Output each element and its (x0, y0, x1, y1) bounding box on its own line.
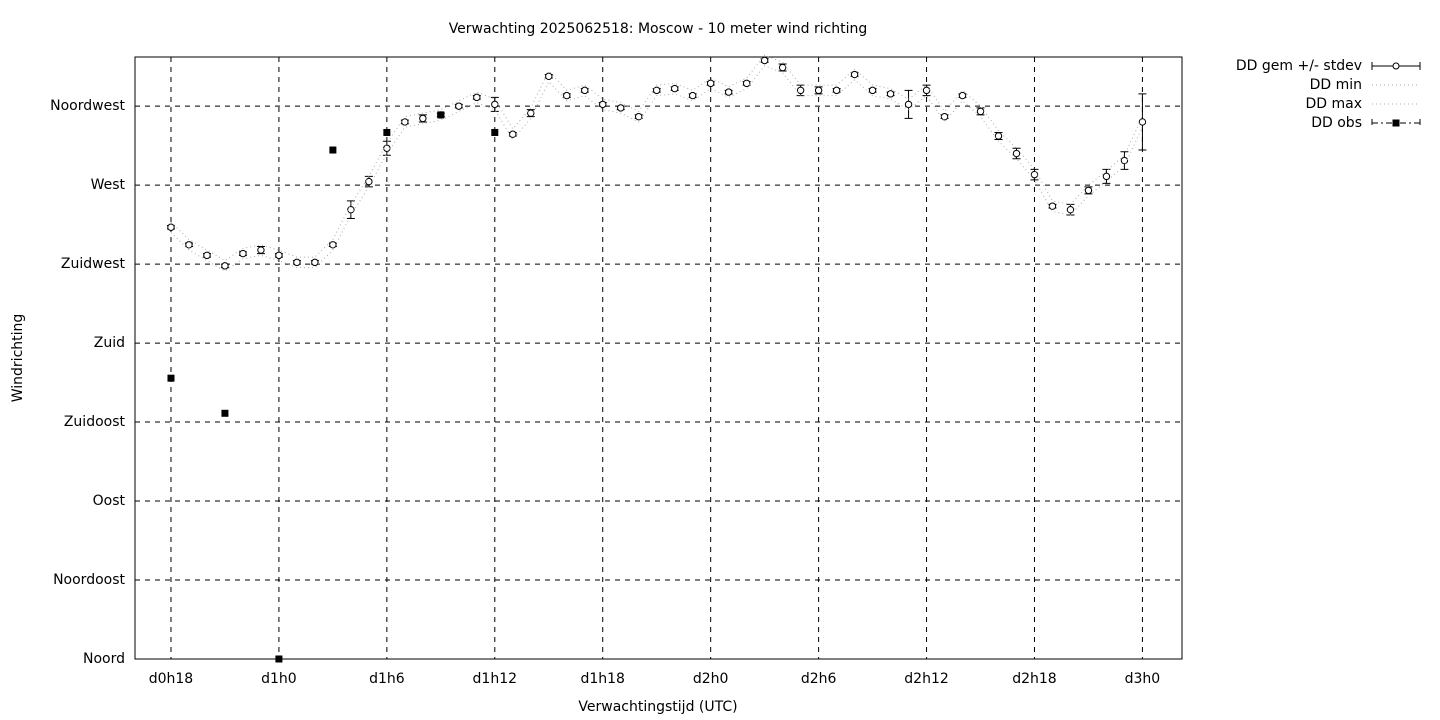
mean-point (1084, 186, 1093, 195)
mean-point (329, 241, 337, 249)
x-tick-label: d2h0 (693, 671, 729, 687)
x-tick-label: d1h0 (261, 671, 297, 687)
y-tick-label: Noordwest (50, 98, 125, 114)
mean-point (742, 79, 751, 88)
x-tick-label: d2h18 (1012, 671, 1056, 687)
y-tick-label: Oost (93, 493, 126, 509)
mean-point (473, 93, 481, 102)
mean-point (185, 241, 193, 249)
mean-point (455, 102, 463, 110)
y-tick-label: Zuidoost (64, 414, 126, 430)
mean-point (653, 86, 661, 95)
mean-point (509, 130, 517, 138)
mean-point (688, 91, 697, 100)
min-max-line (170, 65, 1143, 272)
mean-point (599, 100, 607, 109)
legend-label: DD min (1310, 77, 1362, 93)
min-max-line (170, 54, 1143, 262)
mean-point (1048, 202, 1057, 210)
mean-point (347, 205, 355, 214)
mean-point (850, 70, 859, 79)
y-tick-label: West (91, 177, 126, 193)
obs-point (275, 655, 283, 663)
mean-point (868, 86, 877, 95)
mean-point (617, 104, 625, 112)
mean-point (778, 63, 787, 72)
obs-point (437, 111, 445, 119)
mean-point (1066, 205, 1075, 214)
mean-point (581, 86, 589, 95)
obs-point (167, 374, 175, 382)
mean-point (365, 177, 373, 186)
mean-point (706, 79, 715, 88)
mean-point (419, 114, 427, 123)
x-tick-label: d0h18 (149, 671, 193, 687)
mean-point (760, 56, 769, 65)
mean-point (293, 258, 301, 267)
x-tick-label: d2h12 (904, 671, 948, 687)
mean-point (724, 88, 733, 96)
legend-label: DD obs (1311, 115, 1362, 131)
legend-sample (1392, 119, 1400, 127)
mean-point (904, 100, 913, 109)
mean-point (275, 251, 283, 260)
obs-point (221, 409, 229, 417)
mean-point (527, 109, 535, 117)
mean-point (814, 86, 823, 95)
x-tick-label: d1h18 (580, 671, 624, 687)
mean-point (670, 84, 679, 93)
y-tick-label: Noordoost (53, 572, 125, 588)
mean-point (958, 91, 967, 100)
mean-point (221, 262, 229, 270)
mean-point (922, 86, 931, 95)
plot-frame (134, 56, 1183, 660)
mean-point (635, 112, 643, 121)
mean-point (796, 86, 805, 95)
legend-sample (1392, 62, 1400, 70)
mean-point (976, 107, 985, 116)
mean-point (311, 258, 319, 267)
x-tick-label: d1h12 (473, 671, 517, 687)
mean-point (832, 86, 841, 95)
mean-point (994, 132, 1003, 140)
mean-point (1138, 118, 1147, 126)
obs-point (491, 128, 499, 136)
mean-point (1102, 172, 1111, 181)
y-tick-label: Zuid (94, 335, 125, 351)
mean-point (940, 112, 949, 121)
mean-point (257, 246, 265, 254)
legend-label: DD max (1305, 96, 1362, 112)
mean-point (203, 251, 211, 260)
mean-point (563, 91, 571, 100)
chart-title: Verwachting 2025062518: Moscow - 10 mete… (449, 21, 868, 37)
y-axis-label: Windrichting (10, 314, 26, 403)
mean-point (167, 223, 175, 231)
mean-point (239, 249, 247, 258)
mean-point (401, 118, 409, 126)
mean-point (491, 100, 499, 109)
x-axis-label: Verwachtingstijd (UTC) (578, 699, 737, 715)
mean-point (1120, 156, 1129, 165)
obs-point (329, 146, 337, 154)
x-tick-label: d2h6 (801, 671, 837, 687)
x-tick-label: d1h6 (369, 671, 405, 687)
y-tick-label: Zuidwest (61, 256, 126, 272)
y-tick-label: Noord (83, 651, 125, 667)
mean-point (1012, 149, 1021, 158)
mean-point (545, 72, 553, 81)
mean-point (886, 90, 895, 98)
obs-point (383, 128, 391, 136)
legend-label: DD gem +/- stdev (1236, 58, 1362, 74)
x-tick-label: d3h0 (1125, 671, 1161, 687)
mean-point (1030, 170, 1039, 179)
mean-point (383, 144, 391, 152)
